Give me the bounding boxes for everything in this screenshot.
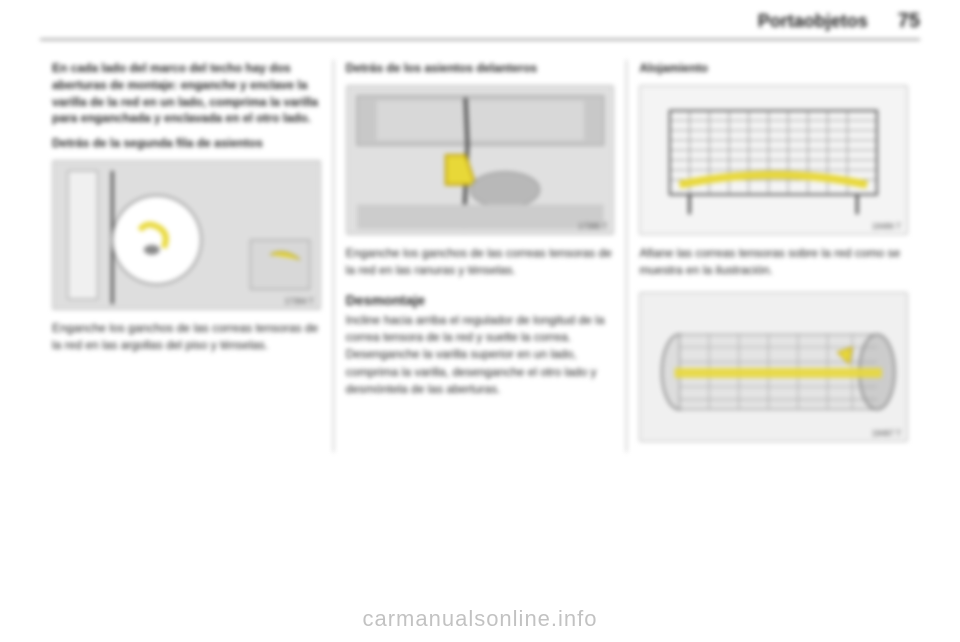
col2-body2: Incline hacia arriba el regulador de lon… (346, 312, 615, 399)
illustration-front-seat: 17395 T (346, 85, 615, 235)
col2-subheading2: Desmontaje (346, 292, 615, 308)
header-title: Portaobjetos (758, 11, 868, 32)
col3-subheading1: Alojamiento (639, 60, 908, 77)
col1-caption: Enganche los ganchos de las correas tens… (52, 320, 321, 355)
col2-caption1: Enganche los ganchos de las correas tens… (346, 245, 615, 280)
column-2: Detrás de los asientos delanteros 17395 … (334, 60, 628, 452)
col3-caption1: Afiane las correas tensoras sobre la red… (639, 245, 908, 280)
illus-tag: 17394 T (284, 297, 313, 306)
col1-intro: En cada lado del marco del techo hay dos… (52, 60, 321, 127)
illustration-seat-hook: 17394 T (52, 160, 321, 310)
illus-tag: 18486 T (872, 222, 901, 231)
illus-tag: 18487 T (872, 429, 901, 438)
illustration-net-rolled: 18487 T (639, 292, 908, 442)
column-1: En cada lado del marco del techo hay dos… (40, 60, 334, 452)
page-header: Portaobjetos 75 (40, 10, 920, 40)
col2-subheading1: Detrás de los asientos delanteros (346, 60, 615, 77)
page-number: 75 (898, 10, 920, 33)
content-columns: En cada lado del marco del techo hay dos… (40, 60, 920, 452)
column-3: Alojamiento (627, 60, 920, 452)
manual-page: Portaobjetos 75 En cada lado del marco d… (0, 0, 960, 642)
watermark: carmanualsonline.info (362, 606, 597, 632)
illus-tag: 17395 T (578, 222, 607, 231)
illustration-net-flat: 18486 T (639, 85, 908, 235)
col1-subheading: Detrás de la segunda fila de asientos (52, 135, 321, 152)
